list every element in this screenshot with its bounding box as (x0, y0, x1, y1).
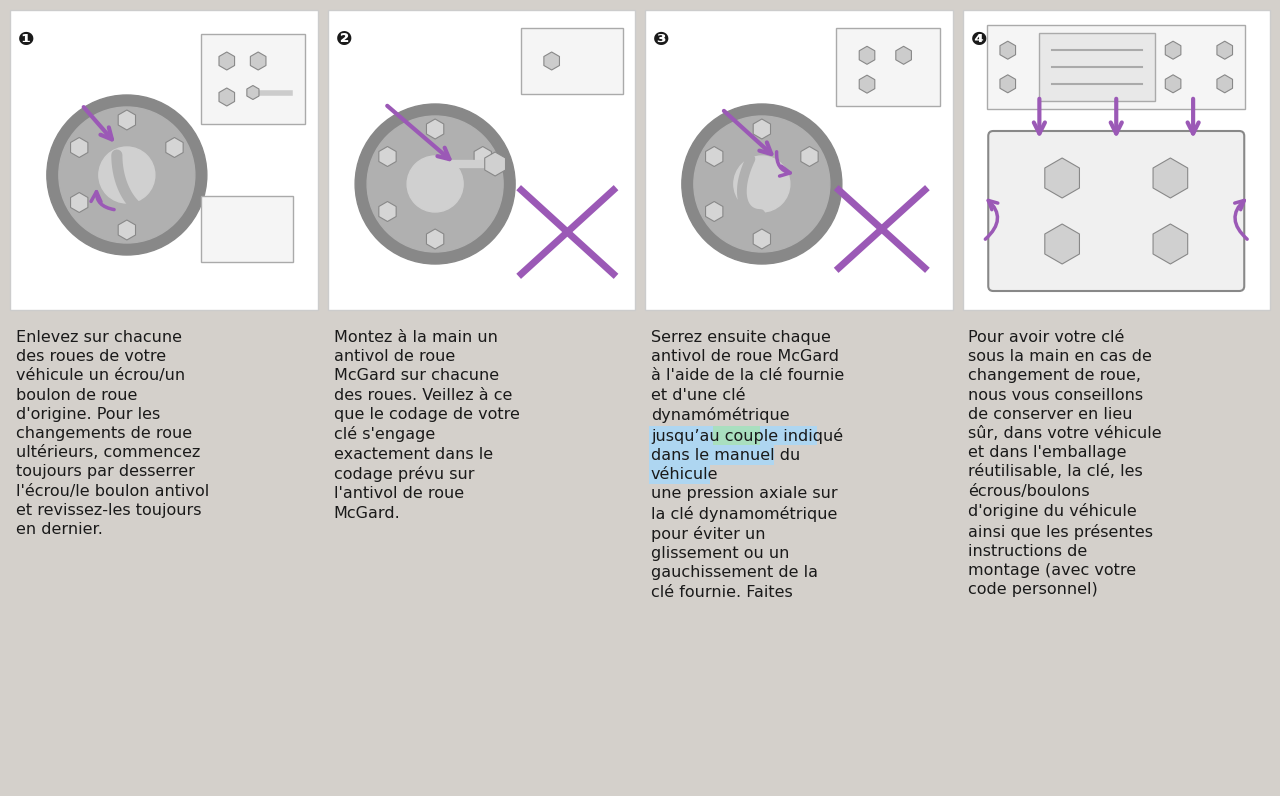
Text: ❷: ❷ (335, 30, 352, 49)
Bar (836, 28, 941, 106)
Bar (649, 465, 710, 484)
Circle shape (733, 156, 790, 212)
FancyBboxPatch shape (988, 131, 1244, 291)
Circle shape (355, 104, 515, 264)
Text: jusqu’au couple indiqué
dans le manuel du
véhicule: jusqu’au couple indiqué dans le manuel d… (652, 427, 844, 482)
Bar (521, 28, 622, 94)
FancyBboxPatch shape (328, 10, 635, 310)
Circle shape (99, 147, 155, 203)
Circle shape (682, 104, 842, 264)
Bar (713, 426, 760, 445)
Bar (649, 426, 817, 445)
Bar (649, 445, 774, 465)
Circle shape (367, 116, 503, 252)
Text: Montez à la main un
antivol de roue
McGard sur chacune
des roues. Veillez à ce
q: Montez à la main un antivol de roue McGa… (334, 330, 520, 521)
Bar (201, 196, 293, 262)
Circle shape (407, 156, 463, 212)
Circle shape (47, 95, 207, 255)
FancyBboxPatch shape (645, 10, 952, 310)
Text: une pression axiale sur
la clé dynamométrique
pour éviter un
glissement ou un
ga: une pression axiale sur la clé dynamomét… (652, 486, 837, 599)
Text: ❸: ❸ (653, 30, 669, 49)
Text: Serrez ensuite chaque
antivol de roue McGard
à l'aide de la clé fournie
et d'une: Serrez ensuite chaque antivol de roue Mc… (652, 330, 845, 423)
Bar (1039, 33, 1155, 100)
FancyBboxPatch shape (10, 10, 317, 310)
FancyBboxPatch shape (963, 10, 1270, 310)
Text: Enlevez sur chacune
des roues de votre
véhicule un écrou/un
boulon de roue
d'ori: Enlevez sur chacune des roues de votre v… (15, 330, 209, 537)
Circle shape (694, 116, 829, 252)
Text: ❶: ❶ (18, 30, 35, 49)
Circle shape (59, 107, 195, 243)
Text: Pour avoir votre clé
sous la main en cas de
changement de roue,
nous vous consei: Pour avoir votre clé sous la main en cas… (969, 330, 1162, 597)
Text: ❹: ❹ (970, 30, 987, 49)
Bar (201, 34, 305, 124)
Bar (987, 25, 1245, 109)
